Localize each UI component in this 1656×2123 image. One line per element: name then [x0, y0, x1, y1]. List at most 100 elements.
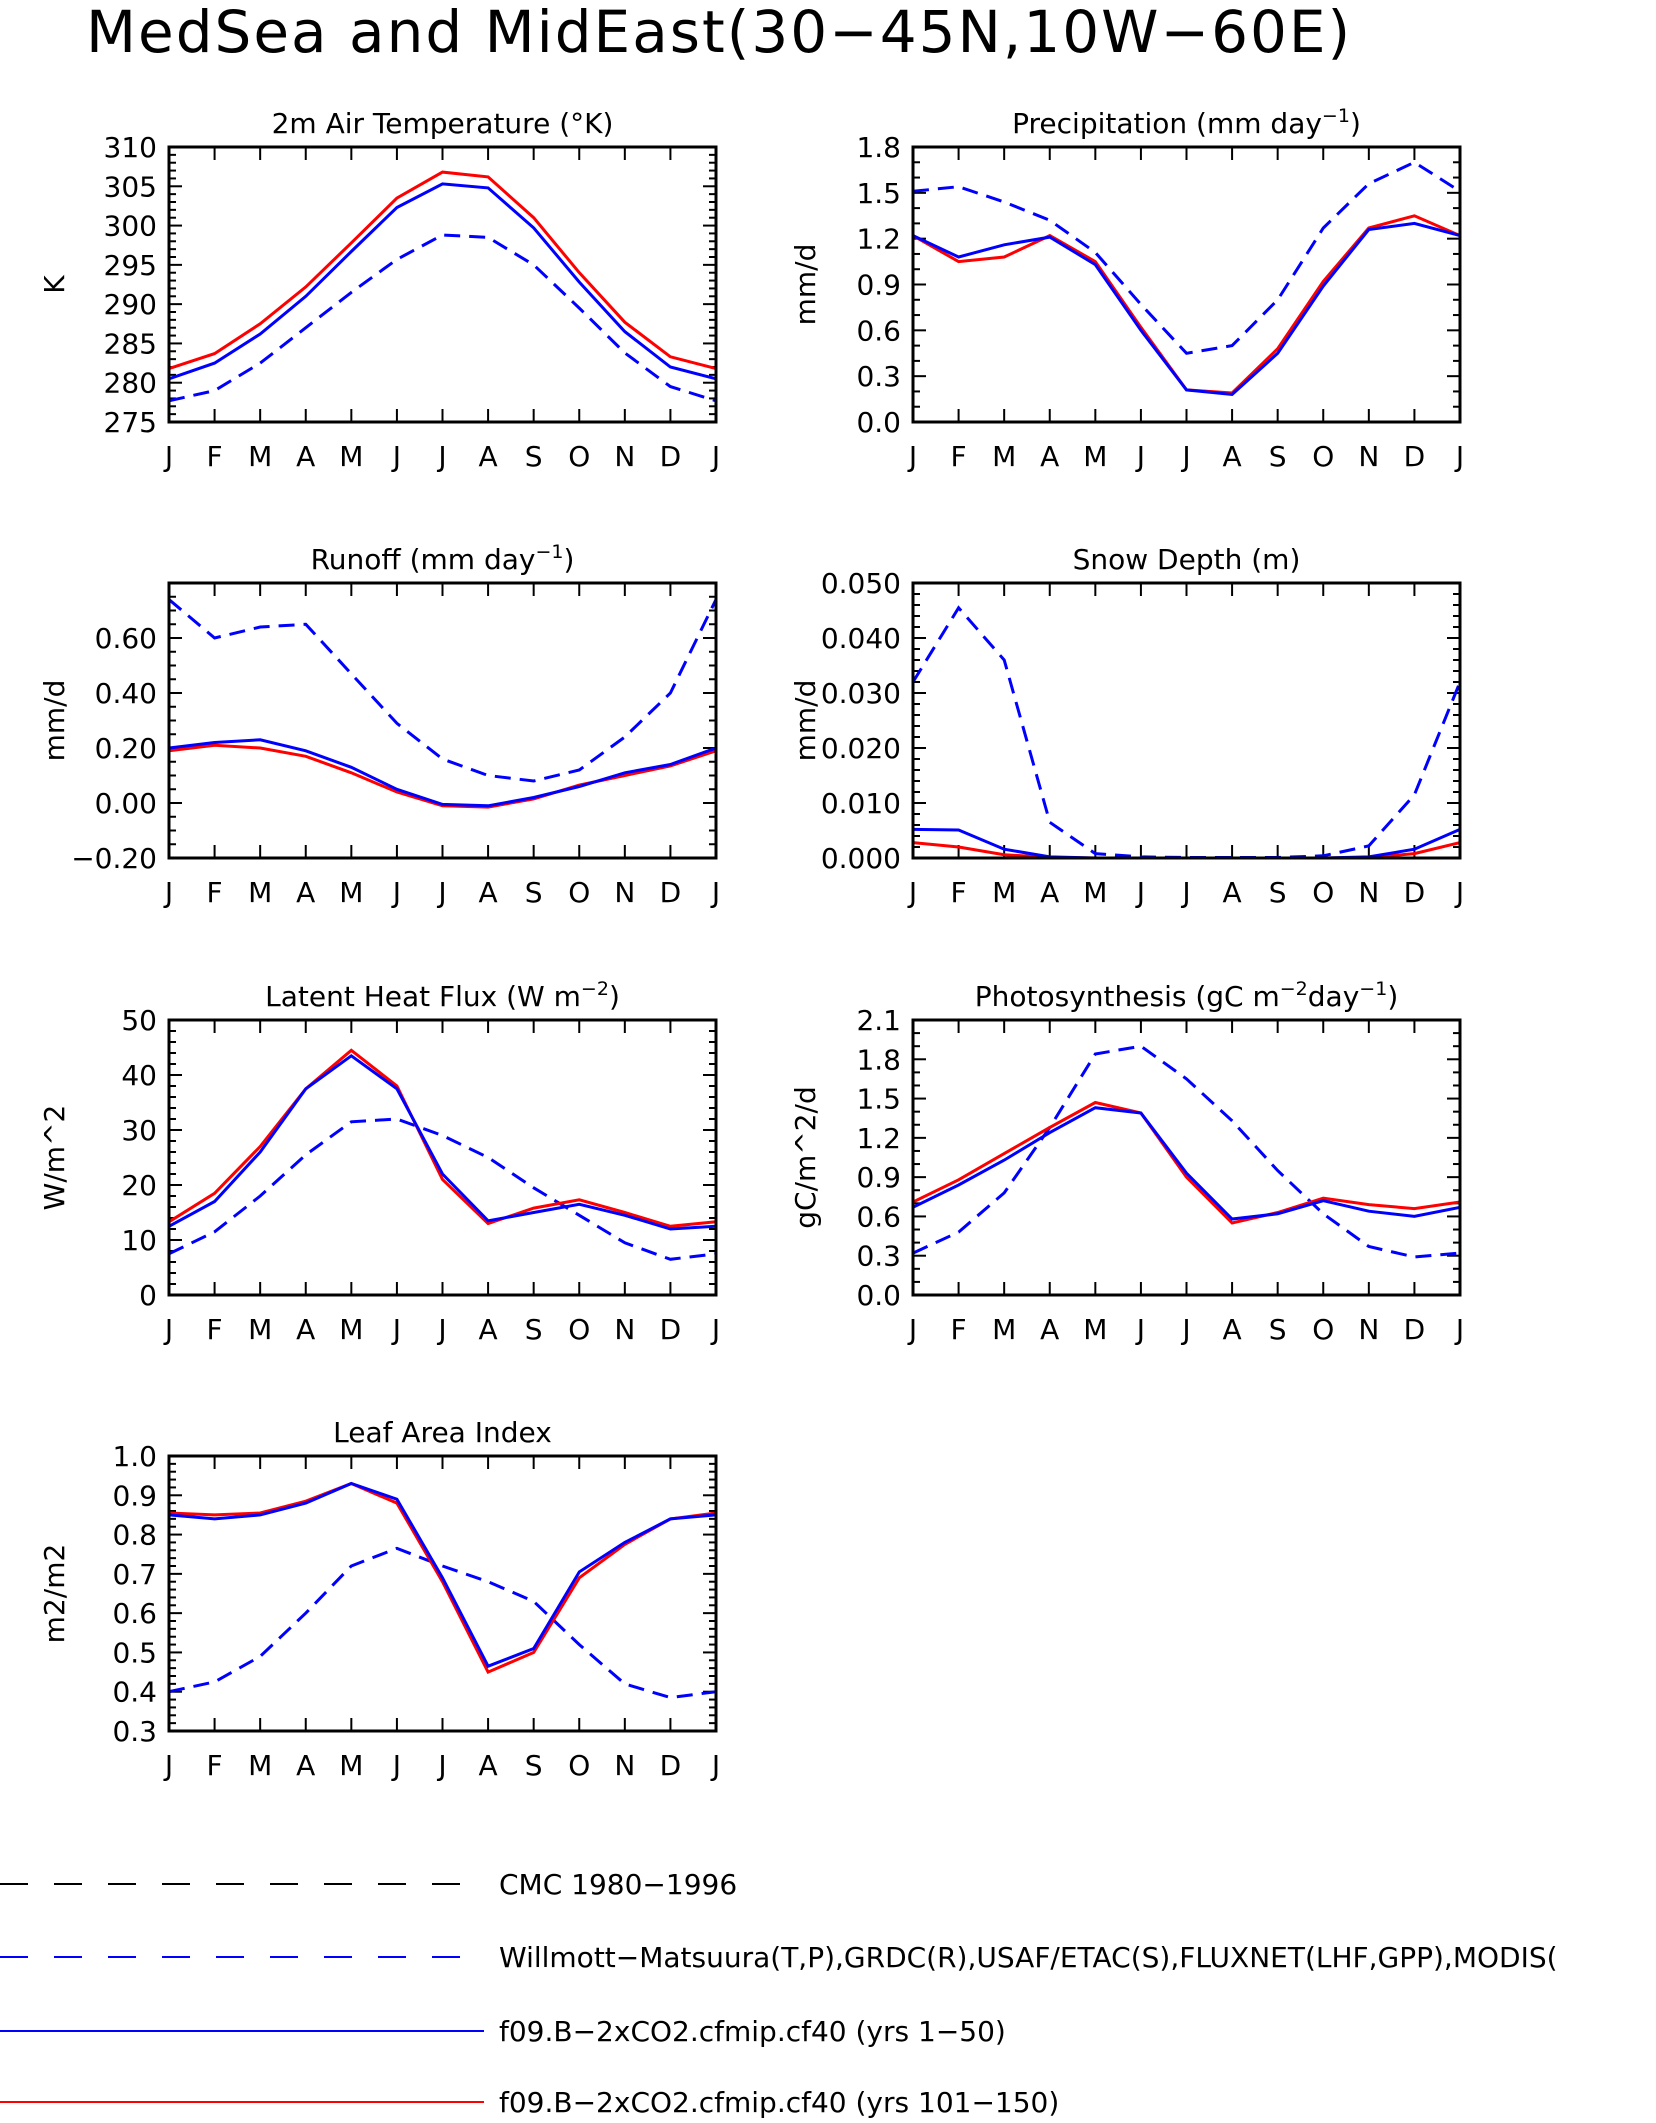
x-tick-label: J: [1454, 440, 1464, 473]
y-tick-label: 0.050: [821, 567, 901, 600]
y-tick-label: 0.5: [112, 1636, 157, 1669]
title-tail: ): [1350, 107, 1361, 140]
x-tick-label: S: [525, 1749, 543, 1782]
y-tick-label: 0.000: [821, 842, 901, 875]
series-line-obs: [913, 1044, 1460, 1259]
panel-title: Latent Heat Flux (W m−2): [265, 978, 620, 1013]
x-tick-label: O: [568, 1313, 590, 1346]
series-line-run2: [913, 1100, 1460, 1225]
x-tick-label: J: [163, 876, 173, 909]
legend: CMC 1980−1996 Willmott−Matsuura(T,P),GRDC…: [0, 1868, 1558, 2119]
x-tick-label: J: [1180, 440, 1190, 473]
y-axis-label: gC/m^2/d: [789, 1086, 822, 1229]
x-tick-label: F: [207, 876, 223, 909]
x-tick-label: A: [479, 1313, 498, 1346]
y-tick-label: 280: [104, 367, 157, 400]
x-tick-label: J: [436, 440, 446, 473]
y-tick-label: 1.2: [856, 223, 901, 256]
plot-frame: [911, 581, 1462, 860]
x-tick-label: M: [339, 876, 363, 909]
panel-title: Leaf Area Index: [333, 1416, 552, 1449]
legend-label: CMC 1980−1996: [499, 1868, 737, 1901]
y-axis-label: K: [38, 275, 71, 294]
x-tick-label: D: [660, 440, 682, 473]
y-tick-label: 0.7: [112, 1558, 157, 1591]
x-tick-label: J: [163, 1313, 173, 1346]
x-tick-label: A: [479, 440, 498, 473]
x-tick-label: D: [660, 1313, 682, 1346]
y-tick-label: 0.4: [112, 1676, 157, 1709]
series-line-obs: [913, 605, 1460, 858]
x-tick-label: J: [1180, 1313, 1190, 1346]
x-tick-label: M: [248, 876, 272, 909]
y-tick-label: 0.0: [856, 1279, 901, 1312]
x-tick-label: F: [951, 876, 967, 909]
x-tick-label: J: [907, 876, 917, 909]
legend-label: Willmott−Matsuura(T,P),GRDC(R),USAF/ETAC…: [499, 1941, 1558, 1974]
x-tick-label: D: [1404, 440, 1426, 473]
x-tick-label: J: [710, 876, 720, 909]
plot-frame: [911, 1018, 1462, 1297]
series-line-run1: [169, 182, 716, 381]
series-line-run2: [169, 1481, 716, 1675]
x-tick-label: N: [614, 440, 635, 473]
x-tick-label: A: [1040, 440, 1059, 473]
x-tick-label: M: [992, 876, 1016, 909]
x-tick-label: J: [710, 1749, 720, 1782]
title-sup: −2: [1280, 978, 1308, 1000]
x-tick-label: J: [710, 1313, 720, 1346]
series-line-run1: [169, 1481, 716, 1669]
panel-title: Photosynthesis (gC m−2day−1): [975, 978, 1399, 1013]
x-tick-label: M: [248, 1313, 272, 1346]
panel-runoff: Runoff (mm day−1) −0.20 0.00 0.20 0.40 0.60 J F…: [38, 541, 720, 909]
x-tick-label: M: [248, 440, 272, 473]
y-tick-label: 0.3: [856, 1240, 901, 1273]
y-tick-label: 1.8: [856, 1043, 901, 1076]
x-tick-label: F: [951, 440, 967, 473]
x-tick-label: N: [1358, 1313, 1379, 1346]
x-tick-label: J: [1454, 1313, 1464, 1346]
title: 2m Air Temperature (°K): [272, 107, 614, 140]
title-mid: day: [1308, 980, 1360, 1013]
panel-precipitation: Precipitation (mm day−1) 0.0 0.3 0.6 0.9 1.2 1…: [789, 105, 1464, 473]
x-tick-label: M: [339, 440, 363, 473]
y-tick-label: 290: [104, 288, 157, 321]
y-tick-label: −0.20: [71, 842, 157, 875]
x-tick-label: M: [992, 440, 1016, 473]
x-tick-label: J: [1454, 876, 1464, 909]
y-axis-label: mm/d: [38, 680, 71, 762]
y-tick-label: 10: [121, 1224, 157, 1257]
x-tick-label: M: [1083, 1313, 1107, 1346]
y-axis-label: W/m^2: [38, 1105, 71, 1211]
x-tick-label: J: [391, 876, 401, 909]
y-tick-label: 1.8: [856, 131, 901, 164]
y-tick-label: 0.030: [821, 677, 901, 710]
y-axis-label: mm/d: [789, 680, 822, 762]
series-line-run2: [169, 743, 716, 809]
x-tick-label: A: [479, 1749, 498, 1782]
y-tick-label: 0: [139, 1279, 157, 1312]
x-tick-label: O: [1312, 1313, 1334, 1346]
x-tick-label: J: [1135, 876, 1145, 909]
x-tick-label: J: [1180, 876, 1190, 909]
y-axis-label: mm/d: [789, 244, 822, 326]
y-tick-label: 0.020: [821, 732, 901, 765]
y-tick-label: 40: [121, 1059, 157, 1092]
series-line-obs: [169, 233, 716, 403]
x-tick-label: S: [1269, 1313, 1287, 1346]
panel-title: Precipitation (mm day−1): [1012, 105, 1361, 140]
y-tick-label: 30: [121, 1114, 157, 1147]
y-tick-label: 50: [121, 1004, 157, 1037]
series-line-run2: [169, 1048, 716, 1228]
y-tick-label: 0.00: [95, 787, 157, 820]
title: Photosynthesis (gC m: [975, 980, 1280, 1013]
y-tick-label: 1.0: [112, 1440, 157, 1473]
panel-photosynthesis: Photosynthesis (gC m−2day−1) 0.0 0.3 0.6 0.9…: [789, 978, 1464, 1346]
x-tick-label: D: [660, 1749, 682, 1782]
title-sup: −1: [1322, 105, 1350, 127]
y-tick-label: 0.040: [821, 622, 901, 655]
plot-frame: [167, 1454, 718, 1733]
title-sup: −2: [581, 978, 609, 1000]
x-tick-label: A: [296, 1749, 315, 1782]
